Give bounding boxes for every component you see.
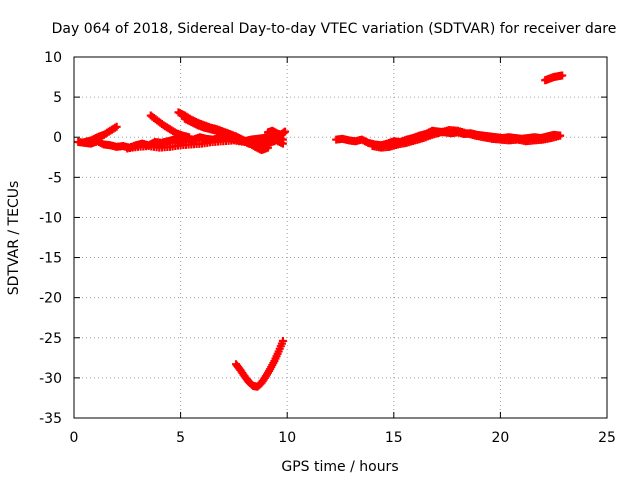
data-points: [74, 71, 567, 391]
x-tick-label: 0: [70, 430, 79, 446]
x-axis-label: GPS time / hours: [281, 459, 398, 475]
y-tick-label: -20: [39, 291, 62, 307]
plot-border: [73, 56, 608, 419]
series-early-arc-rise: [80, 122, 121, 147]
data-point: [278, 139, 287, 148]
series-lower-band: [123, 136, 287, 153]
y-tick-label: 5: [53, 90, 62, 106]
y-tick-label: -5: [48, 170, 62, 186]
chart-title: Day 064 of 2018, Sidereal Day-to-day VTE…: [52, 21, 617, 37]
y-tick-label: -15: [39, 251, 62, 267]
series-afternoon-band-2: [368, 126, 565, 152]
data-point: [185, 133, 194, 142]
x-tick-label: 25: [598, 430, 616, 446]
x-tick-label: 5: [176, 430, 185, 446]
y-tick-label: -10: [39, 210, 62, 226]
data-point: [112, 122, 121, 131]
data-point: [558, 71, 567, 80]
series-descending-arc-1: [146, 111, 194, 142]
x-tick-label: 15: [385, 430, 403, 446]
y-tick-label: -35: [39, 411, 62, 427]
ticks: 0 5 10 15 20 25 10 5 0 -5 -10 -15 -20 -25 -30 -35: [39, 50, 616, 446]
y-tick-label: -30: [39, 371, 62, 387]
y-axis-label: SDTVAR / TECUs: [6, 181, 22, 296]
y-tick-label: -25: [39, 331, 62, 347]
data-point: [281, 127, 290, 136]
series-late-high-arc: [541, 71, 567, 85]
series-late-evening-cluster: [264, 126, 290, 139]
data-point: [556, 131, 565, 140]
series-dip-arc: [232, 336, 287, 391]
y-tick-label: 10: [44, 50, 62, 66]
data-point: [278, 336, 287, 345]
x-tick-label: 10: [278, 430, 296, 446]
x-tick-label: 20: [491, 430, 509, 446]
y-tick-label: 0: [53, 130, 62, 146]
